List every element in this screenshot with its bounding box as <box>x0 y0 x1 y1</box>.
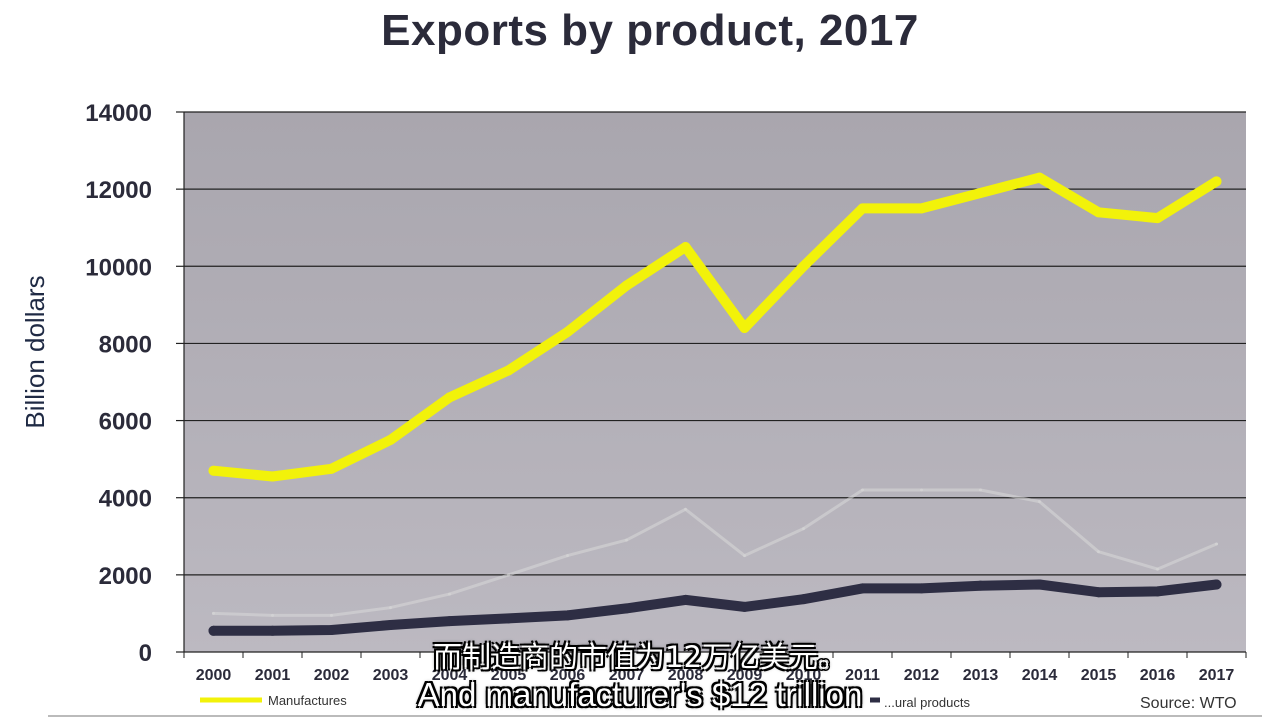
series-0-point-2013 <box>975 188 986 198</box>
series-0-point-2005 <box>503 365 514 376</box>
series-2-point-2014 <box>1034 579 1045 590</box>
series-2-point-2017 <box>1211 579 1222 590</box>
subtitle-english: And manufacturer's $12 trillion <box>417 676 863 713</box>
xtick-label-2011: 2011 <box>845 667 880 684</box>
xtick-label-2008: 2008 <box>668 667 704 684</box>
series-1-point-2009 <box>743 554 746 558</box>
xtick-label-2016: 2016 <box>1140 667 1176 684</box>
ytick-label-14000: 14000 <box>85 100 152 127</box>
series-2-point-2003 <box>385 620 396 630</box>
series-1-point-2015 <box>1097 550 1100 554</box>
series-0-point-2014 <box>1034 172 1045 183</box>
series-1-point-2002 <box>330 613 333 617</box>
y-axis-title: Billion dollars <box>20 275 50 428</box>
series-1-point-2004 <box>448 592 451 596</box>
xtick-label-2002: 2002 <box>314 667 350 684</box>
series-1-point-2014 <box>1038 500 1041 504</box>
xtick-label-2004: 2004 <box>432 667 468 684</box>
series-0-point-2012 <box>916 203 927 214</box>
series-1-point-2012 <box>920 488 923 492</box>
xtick-label-2009: 2009 <box>727 667 763 684</box>
series-2-point-2009 <box>739 601 750 612</box>
series-2-point-2004 <box>444 616 455 627</box>
xtick-label-2003: 2003 <box>373 667 409 684</box>
xtick-label-2005: 2005 <box>491 667 527 684</box>
xtick-label-2015: 2015 <box>1081 667 1117 684</box>
series-0-point-2003 <box>385 434 396 445</box>
series-0-point-2016 <box>1152 213 1163 224</box>
series-1-point-2016 <box>1156 567 1159 571</box>
series-1-point-2000 <box>212 611 215 615</box>
series-0-point-2001 <box>267 471 278 482</box>
series-0-point-2000 <box>208 465 219 476</box>
series-2-point-2012 <box>916 583 927 594</box>
chart-title: Exports by product, 2017 <box>381 6 919 55</box>
xtick-label-2006: 2006 <box>550 667 586 684</box>
series-2-point-2002 <box>326 625 337 636</box>
series-2-point-2015 <box>1093 587 1104 598</box>
xtick-label-2007: 2007 <box>609 667 645 684</box>
series-2-point-2007 <box>621 603 632 614</box>
xtick-label-2014: 2014 <box>1022 667 1058 684</box>
series-2-point-2001 <box>267 625 278 636</box>
series-0-point-2011 <box>857 203 868 214</box>
series-1-point-2001 <box>271 613 274 617</box>
series-2-point-2013 <box>975 580 986 591</box>
series-1-point-2003 <box>389 606 392 610</box>
source-note: Source: WTO <box>1140 695 1237 712</box>
series-1-point-2008 <box>684 507 687 511</box>
series-0-point-2004 <box>444 392 455 403</box>
xtick-label-2017: 2017 <box>1199 667 1235 684</box>
legend-label-agricultural: ...ural products <box>884 695 970 710</box>
xtick-label-2013: 2013 <box>963 667 999 684</box>
series-0-point-2009 <box>739 323 750 333</box>
subtitle-chinese: 而制造商的市值为12万亿美元。 <box>433 640 847 674</box>
series-line-2 <box>208 579 1222 636</box>
series-1-point-2007 <box>625 538 628 542</box>
ytick-label-8000: 8000 <box>99 331 152 358</box>
xtick-label-2001: 2001 <box>255 667 291 684</box>
series-line-0 <box>208 172 1222 482</box>
xtick-label-2010: 2010 <box>786 667 822 684</box>
series-1-point-2006 <box>566 554 569 558</box>
series-0-point-2010 <box>798 261 809 272</box>
series-2-point-2005 <box>503 613 514 624</box>
series-2-point-2010 <box>798 594 809 605</box>
series-0-point-2002 <box>326 463 337 474</box>
series-line-1 <box>212 488 1218 617</box>
ytick-label-4000: 4000 <box>99 486 152 513</box>
series-1-point-2010 <box>802 527 805 531</box>
series-2-point-2000 <box>208 625 219 636</box>
series-1-point-2013 <box>979 488 982 492</box>
series-0-point-2006 <box>562 326 573 337</box>
ytick-label-6000: 6000 <box>99 409 152 436</box>
plot-area <box>184 112 1246 652</box>
series-1-point-2005 <box>507 573 510 577</box>
ytick-label-2000: 2000 <box>99 563 152 590</box>
series-0-point-2008 <box>680 242 691 252</box>
xtick-label-2012: 2012 <box>904 667 940 684</box>
series-2-point-2006 <box>562 610 573 621</box>
series-2-point-2011 <box>857 583 868 594</box>
ytick-label-10000: 10000 <box>85 254 152 281</box>
series-0-point-2007 <box>621 280 632 291</box>
series-2-point-2008 <box>680 594 691 605</box>
series-0-point-2017 <box>1211 176 1222 187</box>
ytick-label-0: 0 <box>139 640 152 667</box>
series-1-point-2017 <box>1215 542 1218 546</box>
xtick-label-2000: 2000 <box>196 667 232 684</box>
series-1-point-2011 <box>861 488 864 492</box>
legend-label-manufactures: Manufactures <box>268 693 347 708</box>
series-2-point-2016 <box>1152 586 1163 597</box>
ytick-label-12000: 12000 <box>85 177 152 204</box>
series-0-point-2015 <box>1093 207 1104 218</box>
